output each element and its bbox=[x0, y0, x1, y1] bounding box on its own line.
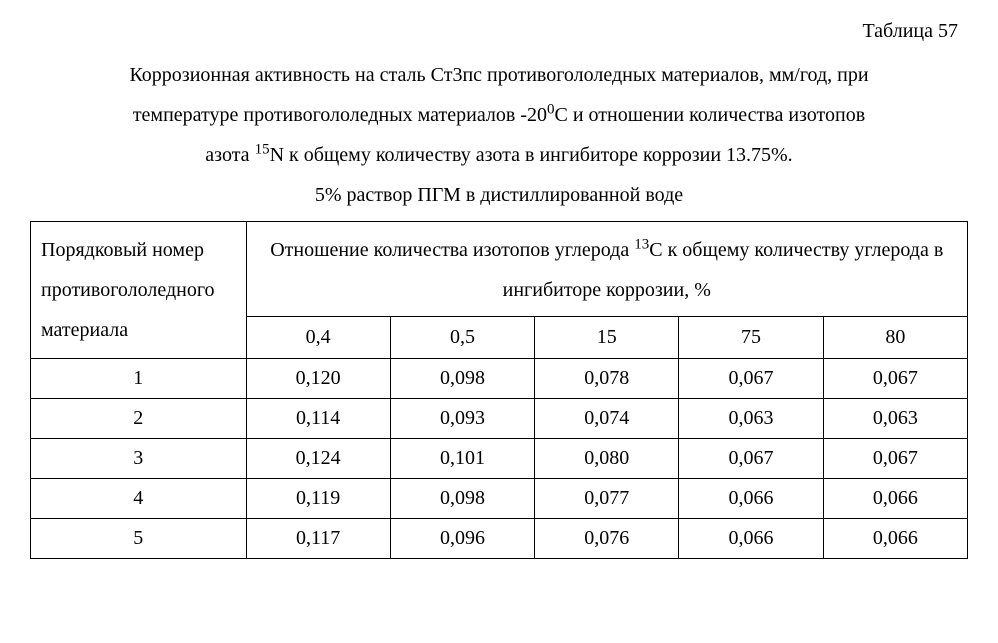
cell: 0,067 bbox=[823, 359, 967, 399]
cell: 0,066 bbox=[823, 479, 967, 519]
cell: 0,074 bbox=[535, 399, 679, 439]
cell: 0,067 bbox=[679, 359, 823, 399]
row-index: 5 bbox=[31, 519, 247, 559]
col-header: 15 bbox=[535, 317, 679, 359]
cell: 0,066 bbox=[679, 479, 823, 519]
cell: 0,063 bbox=[679, 399, 823, 439]
cell: 0,077 bbox=[535, 479, 679, 519]
cell: 0,093 bbox=[390, 399, 534, 439]
col-header: 80 bbox=[823, 317, 967, 359]
isotope-15-superscript: 15 bbox=[255, 141, 270, 157]
row-index: 4 bbox=[31, 479, 247, 519]
cell: 0,067 bbox=[823, 439, 967, 479]
caption-line-4: 5% раствор ПГМ в дистиллированной воде bbox=[315, 184, 683, 206]
caption-line-2b: С и отношении количества изотопов bbox=[554, 104, 865, 126]
cell: 0,076 bbox=[535, 519, 679, 559]
cell: 0,098 bbox=[390, 479, 534, 519]
cell: 0,117 bbox=[246, 519, 390, 559]
row-index: 2 bbox=[31, 399, 247, 439]
cell: 0,067 bbox=[679, 439, 823, 479]
cell: 0,080 bbox=[535, 439, 679, 479]
cell: 0,114 bbox=[246, 399, 390, 439]
row-index: 1 bbox=[31, 359, 247, 399]
table-header-row-1: Порядковый номер противогололедного мате… bbox=[31, 222, 968, 317]
group-header-a: Отношение количества изотопов углерода bbox=[270, 239, 634, 261]
cell: 0,066 bbox=[679, 519, 823, 559]
table-row: 5 0,117 0,096 0,076 0,066 0,066 bbox=[31, 519, 968, 559]
col-header: 75 bbox=[679, 317, 823, 359]
table-number: Таблица 57 bbox=[30, 20, 958, 43]
caption-line-2a: температуре противогололедных материалов… bbox=[133, 104, 547, 126]
cell: 0,096 bbox=[390, 519, 534, 559]
cell: 0,066 bbox=[823, 519, 967, 559]
caption-line-1: Коррозионная активность на сталь Ст3пс п… bbox=[129, 64, 868, 86]
cell: 0,119 bbox=[246, 479, 390, 519]
caption-line-3a: азота bbox=[205, 144, 254, 166]
col-header: 0,4 bbox=[246, 317, 390, 359]
table-row: 4 0,119 0,098 0,077 0,066 0,066 bbox=[31, 479, 968, 519]
row-header-label: Порядковый номер противогололедного мате… bbox=[31, 222, 247, 359]
caption-line-3b: N к общему количеству азота в ингибиторе… bbox=[270, 144, 793, 166]
cell: 0,063 bbox=[823, 399, 967, 439]
data-table: Порядковый номер противогололедного мате… bbox=[30, 221, 968, 559]
col-header: 0,5 bbox=[390, 317, 534, 359]
isotope-13-superscript: 13 bbox=[634, 236, 649, 252]
cell: 0,078 bbox=[535, 359, 679, 399]
cell: 0,124 bbox=[246, 439, 390, 479]
table-row: 1 0,120 0,098 0,078 0,067 0,067 bbox=[31, 359, 968, 399]
row-index: 3 bbox=[31, 439, 247, 479]
table-row: 2 0,114 0,093 0,074 0,063 0,063 bbox=[31, 399, 968, 439]
column-group-header: Отношение количества изотопов углерода 1… bbox=[246, 222, 968, 317]
table-caption: Коррозионная активность на сталь Ст3пс п… bbox=[39, 55, 959, 215]
cell: 0,120 bbox=[246, 359, 390, 399]
cell: 0,098 bbox=[390, 359, 534, 399]
cell: 0,101 bbox=[390, 439, 534, 479]
table-row: 3 0,124 0,101 0,080 0,067 0,067 bbox=[31, 439, 968, 479]
